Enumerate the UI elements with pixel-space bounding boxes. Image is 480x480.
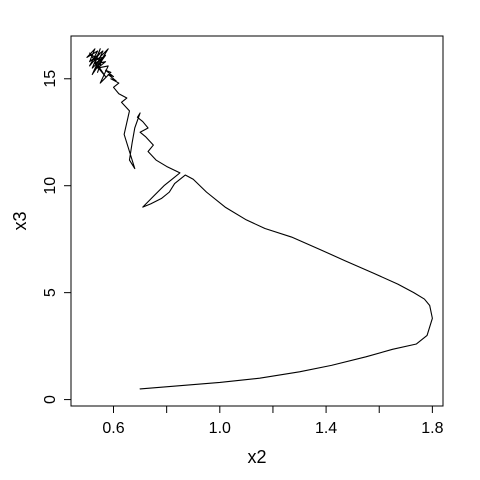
x-tick-label: 1.0 bbox=[209, 420, 231, 437]
x-tick-label: 1.8 bbox=[421, 420, 443, 437]
series-layer bbox=[86, 48, 433, 390]
y-tick-label: 0 bbox=[42, 395, 59, 404]
x-tick-label: 0.6 bbox=[102, 420, 124, 437]
y-axis: 0 5 10 15 bbox=[42, 70, 72, 404]
y-tick-label: 15 bbox=[42, 70, 59, 88]
series-line bbox=[86, 48, 433, 390]
y-axis-title: x3 bbox=[10, 211, 30, 230]
x-axis: 0.6 1.0 1.4 1.8 bbox=[102, 405, 444, 437]
x-tick-label: 1.4 bbox=[315, 420, 337, 437]
y-tick-label: 10 bbox=[42, 177, 59, 195]
y-tick-label: 5 bbox=[42, 288, 59, 297]
x-axis-title: x2 bbox=[247, 447, 266, 467]
